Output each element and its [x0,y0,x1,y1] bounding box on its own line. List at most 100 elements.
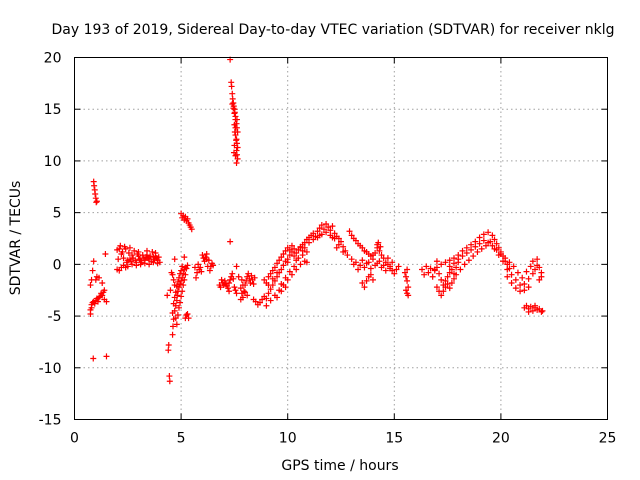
data-point [265,273,272,280]
data-point [230,275,237,282]
data-point [231,142,238,149]
data-point [384,255,391,262]
y-tick-label: 15 [44,102,62,118]
y-tick-label: -5 [48,309,62,325]
data-point [174,278,181,285]
data-point [489,232,496,239]
data-point [150,259,157,266]
data-point [265,282,272,289]
data-point [357,262,364,269]
data-point [463,244,470,251]
data-point [327,227,334,234]
data-point [169,271,176,278]
data-point [173,297,180,304]
data-point [210,262,217,269]
data-point [133,262,140,269]
data-point [229,95,236,102]
data-point [165,347,172,354]
data-point [117,242,124,249]
x-tick-label: 25 [599,431,617,447]
data-point [506,259,513,266]
data-point [320,226,327,233]
data-point [491,236,498,243]
data-point [171,282,178,289]
data-point [446,263,453,270]
data-point [348,232,355,239]
data-point [536,305,543,312]
x-tick-label: 10 [279,431,297,447]
data-point [278,288,285,295]
data-point [166,378,173,385]
data-point [181,254,188,261]
data-point [512,276,519,283]
data-point [169,331,176,338]
data-point [468,241,475,248]
data-point [376,247,383,254]
data-point [355,266,362,273]
data-point [446,257,453,264]
data-point [423,263,430,270]
data-point [191,264,198,271]
data-point [169,323,176,330]
data-point [173,321,180,328]
data-point [114,246,121,253]
data-point [93,199,100,206]
data-point [278,281,285,288]
data-point [280,251,287,258]
data-point [226,288,233,295]
data-point [221,277,228,284]
y-tick-label: 0 [53,257,62,273]
data-point [131,247,138,254]
data-point [231,128,238,135]
x-tick-label: 0 [70,431,79,447]
plot-frame [74,57,608,420]
data-point [350,261,357,268]
data-point [96,294,103,301]
data-point [403,287,410,294]
data-point [463,249,470,256]
data-point [101,287,108,294]
data-point [517,282,524,289]
data-point [472,243,479,250]
data-point [199,252,206,259]
data-point [170,276,177,283]
data-point [448,266,455,273]
data-point [286,246,293,253]
x-tick-label: 20 [492,431,510,447]
data-point [329,234,336,241]
data-point [235,273,242,280]
data-point [512,285,519,292]
data-point [237,296,244,303]
data-point [359,279,366,286]
data-point [237,285,244,292]
data-point [455,256,462,263]
data-point [372,262,379,269]
y-tick-label: 5 [53,206,62,222]
data-point [280,262,287,269]
data-point [120,255,127,262]
data-point [184,262,191,269]
data-point [243,277,250,284]
chart-title: Day 193 of 2019, Sidereal Day-to-day VTE… [52,22,615,38]
data-point [124,263,131,270]
data-point [310,230,317,237]
data-point [92,276,99,283]
data-point [421,271,428,278]
data-point [376,258,383,265]
data-point [534,256,541,263]
data-point [240,288,247,295]
data-point [194,269,201,276]
data-point [532,302,539,309]
data-point [90,258,97,265]
data-point [229,101,236,108]
data-point [523,268,530,275]
data-point [278,266,285,273]
data-point [532,266,539,273]
data-point [288,242,295,249]
data-point [529,258,536,265]
data-point [233,159,240,166]
data-point [274,294,281,301]
data-point [164,292,171,299]
data-point [288,271,295,278]
data-point [444,281,451,288]
